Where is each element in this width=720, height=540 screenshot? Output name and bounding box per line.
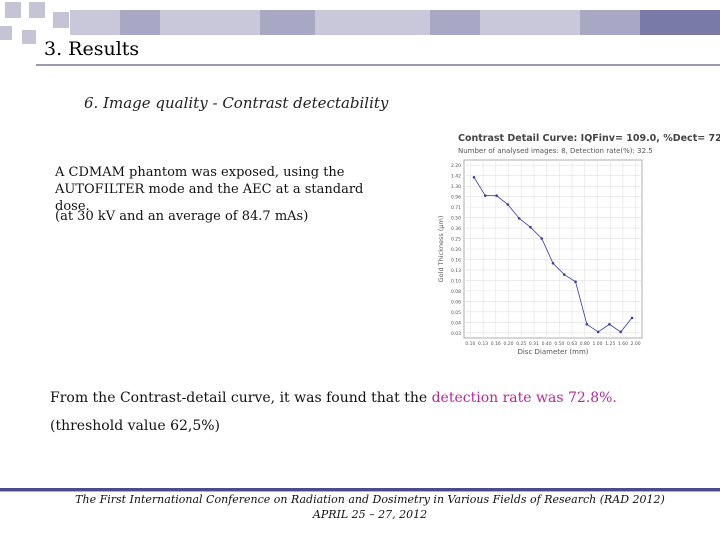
result-prefix: From the Contrast-detail curve, it was f… [50, 390, 432, 406]
x-tick-label: 0.50 [554, 341, 564, 347]
header-divider [36, 64, 720, 66]
x-tick-label: 0.16 [491, 341, 501, 347]
y-tick-label: 0.13 [451, 268, 461, 274]
x-tick-label: 1.60 [618, 341, 628, 347]
slide-title: 3. Results [44, 38, 140, 60]
x-tick-label: 1.25 [605, 341, 615, 347]
footer: The First International Conference on Ra… [0, 492, 720, 522]
y-tick-label: 0.16 [451, 257, 461, 263]
footer-date: APRIL 25 – 27, 2012 [312, 508, 428, 521]
x-tick-label: 2.00 [631, 341, 641, 347]
chart-plot: 2.201.421.300.960.710.500.360.250.200.16… [437, 159, 643, 356]
x-tick-label: 0.31 [529, 341, 539, 347]
y-tick-label: 0.10 [451, 278, 461, 284]
data-point [562, 273, 566, 276]
data-point [619, 330, 623, 334]
data-point [585, 322, 589, 326]
x-tick-label: 1.00 [592, 341, 602, 347]
data-point [472, 175, 476, 179]
chart-subtitle: Number of analysed images: 8, Detection … [458, 147, 653, 155]
footer-divider [0, 488, 720, 491]
y-axis-label: Gold Thickness (µm) [437, 216, 445, 283]
footer-divider-thin [0, 491, 720, 492]
data-point [596, 330, 600, 334]
x-axis-label: Disc Diameter (mm) [517, 348, 588, 356]
y-tick-label: 1.42 [451, 174, 461, 180]
x-tick-label: 0.80 [580, 341, 590, 347]
x-tick-label: 0.20 [503, 341, 513, 347]
decorative-squares [0, 0, 720, 44]
data-point [608, 322, 611, 326]
chart-title: Contrast Detail Curve: IQFinv= 109.0, %D… [458, 133, 720, 144]
detection-rate-highlight: detection rate was 72.8%. [431, 390, 617, 406]
x-tick-label: 0.13 [478, 341, 488, 347]
y-tick-label: 0.50 [451, 216, 461, 222]
data-point [495, 194, 498, 197]
data-point [540, 237, 544, 240]
y-tick-label: 0.20 [451, 247, 461, 253]
y-tick-label: 0.25 [451, 237, 461, 243]
threshold-text: (threshold value 62,5%) [50, 418, 221, 434]
data-point [529, 225, 532, 229]
data-point [630, 316, 634, 320]
y-tick-label: 0.08 [451, 289, 461, 295]
contrast-detail-chart: 2.20 1.42 1.30 0.96 0.71 0.50 0.36 0.25 0.20 0.16… [430, 128, 720, 360]
y-tick-label: 0.71 [451, 205, 461, 211]
y-tick-label: 0.03 [451, 331, 461, 337]
y-tick-label: 1.30 [451, 184, 461, 190]
x-tick-label: 0.25 [516, 341, 526, 347]
x-tick-label: 0.63 [567, 341, 577, 347]
y-tick-label: 0.05 [451, 310, 461, 316]
exposure-description: A CDMAM phantom was exposed, using the A… [55, 165, 364, 214]
exposure-parameters: (at 30 kV and an average of 84.7 mAs) [55, 209, 309, 224]
y-tick-label: 0.36 [451, 226, 461, 232]
data-point [506, 203, 510, 206]
y-tick-label: 0.96 [451, 195, 461, 201]
data-point [574, 280, 577, 284]
y-tick-label: 0.04 [451, 320, 461, 326]
result-text: From the Contrast-detail curve, it was f… [50, 390, 617, 406]
data-point [551, 261, 555, 265]
data-point [483, 194, 487, 197]
y-tick-label: 2.20 [451, 163, 461, 169]
x-tick-label: 0.40 [542, 341, 552, 347]
data-point [517, 217, 521, 220]
footer-conference: The First International Conference on Ra… [75, 493, 665, 506]
x-tick-label: 0.10 [465, 341, 475, 347]
slide-subtitle: 6. Image quality - Contrast detectabilit… [84, 94, 389, 112]
y-tick-label: 0.06 [451, 299, 461, 305]
